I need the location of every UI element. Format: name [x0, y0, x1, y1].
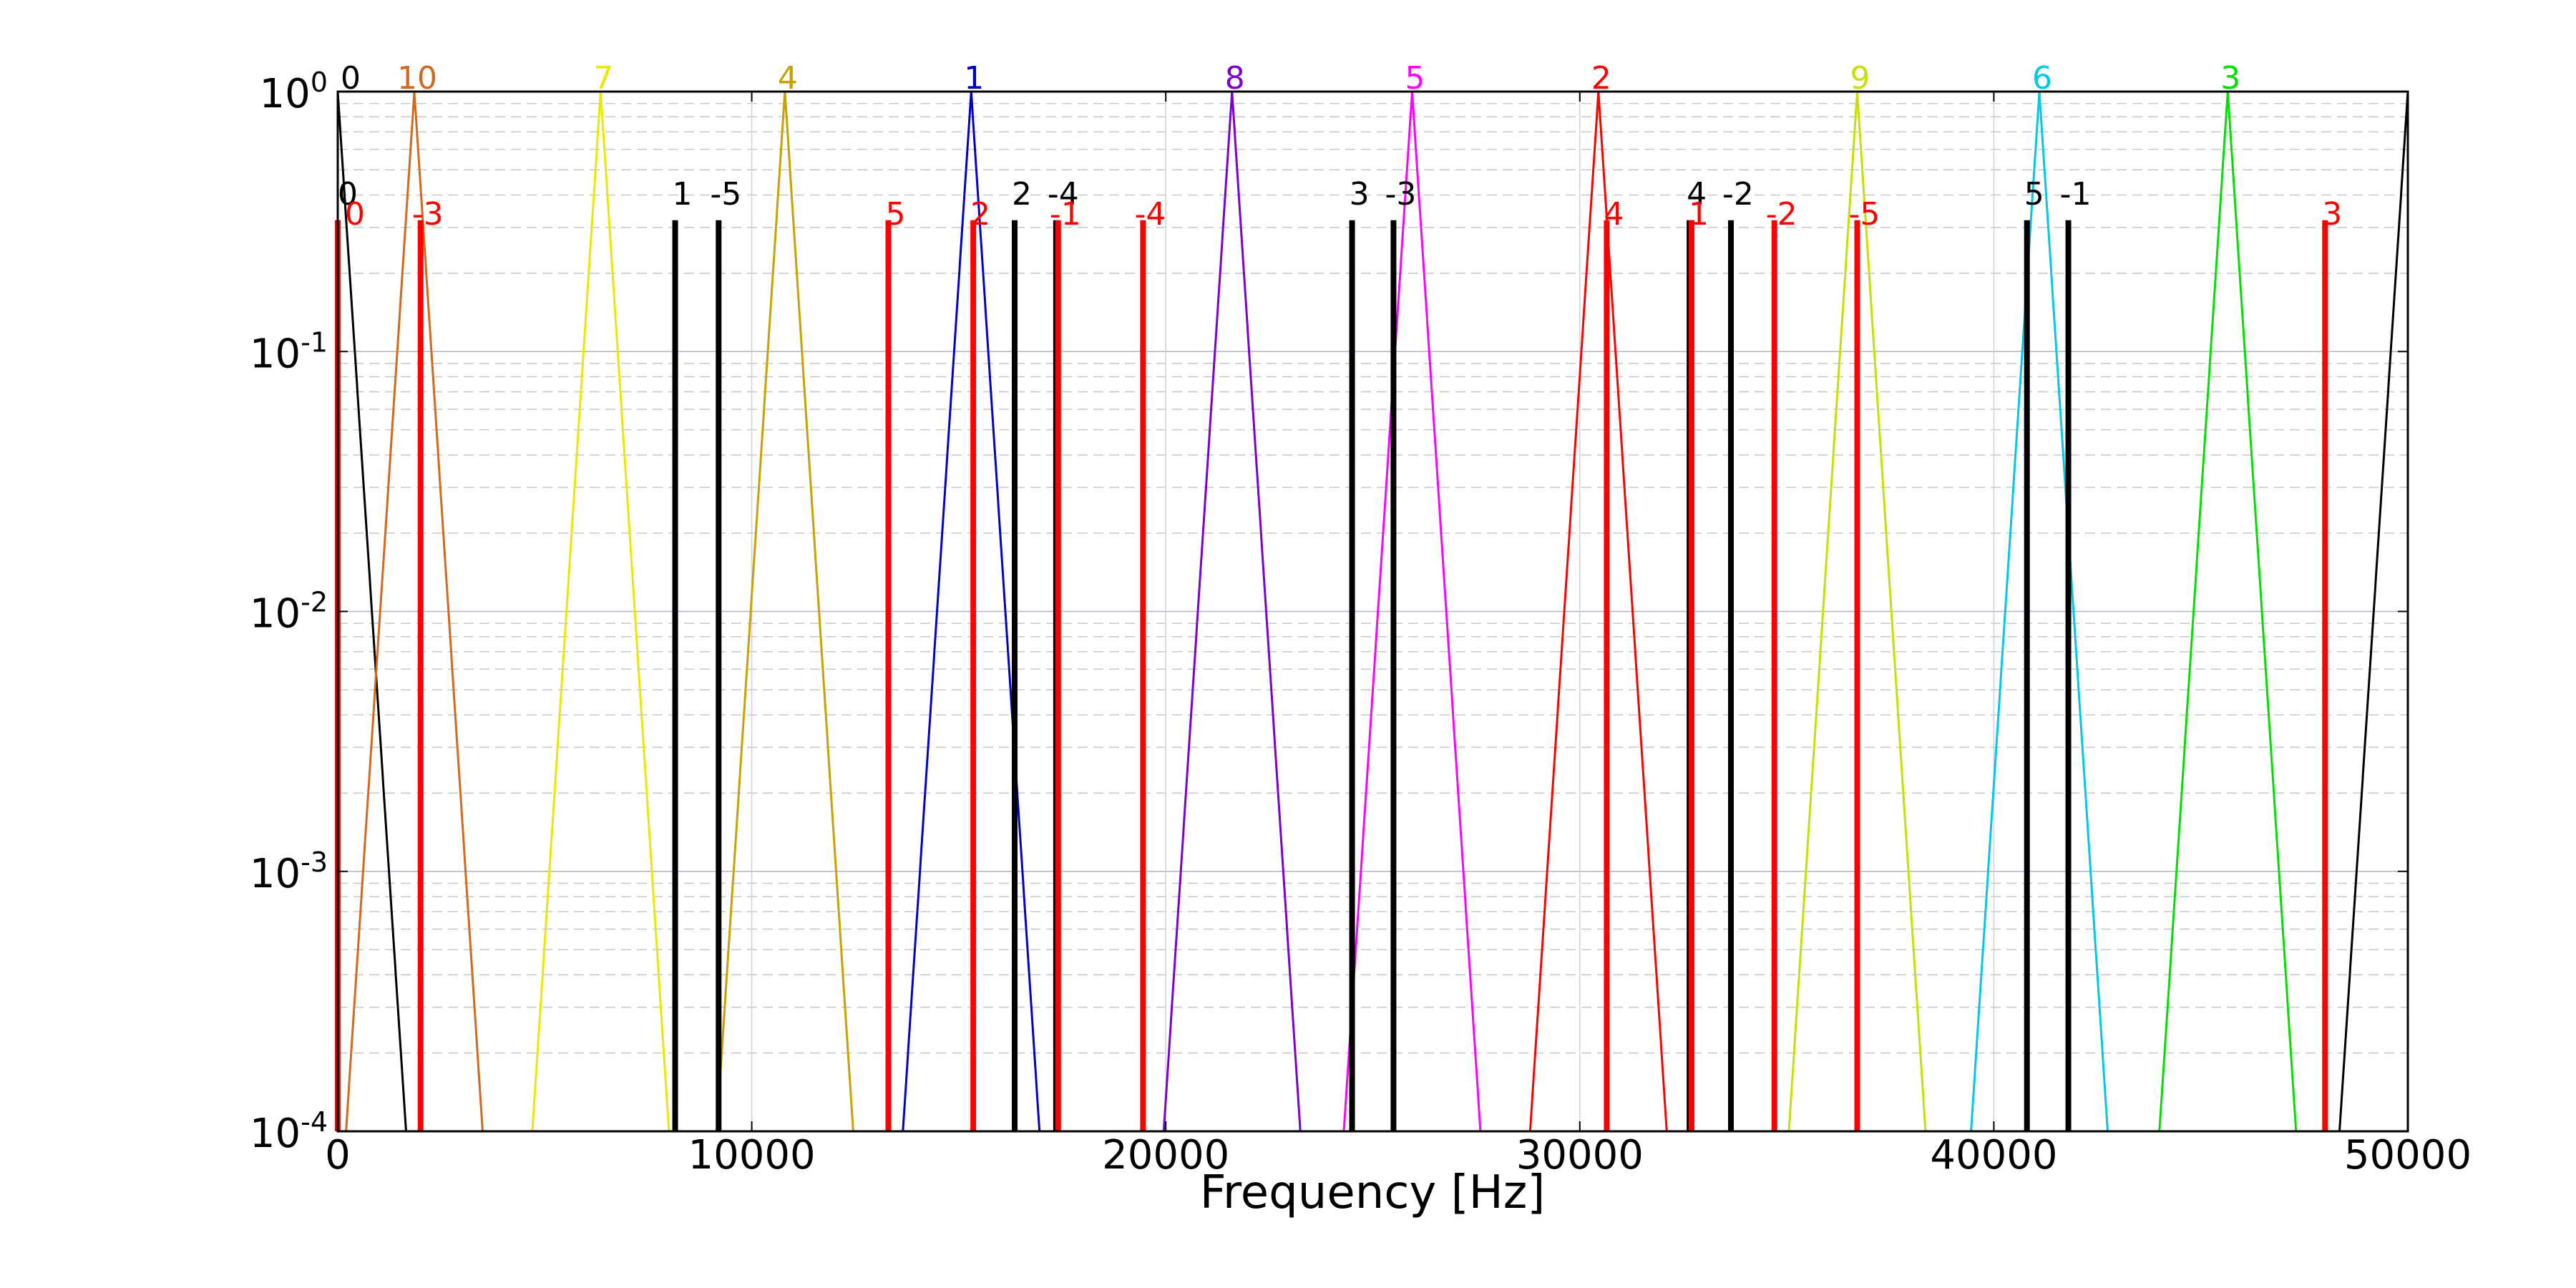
response-curve — [1528, 92, 1668, 1131]
curve-peak-label: 3 — [2220, 60, 2240, 97]
red-line-label: 2 — [970, 196, 990, 233]
red-line-label: 5 — [886, 196, 906, 233]
peak-labels: 0 10 7 4 1 8 5 2 9 6 30 1 -5 2 -4 3 -3 4 -2 5 -10 -3 5 2 -1 -4 4 1-… — [338, 60, 2342, 233]
red-line-label: -1 — [1050, 196, 1081, 233]
x-tick-label: 50000 — [2344, 1132, 2472, 1179]
curve-peak-label: 1 — [964, 60, 984, 97]
curve-peak-label: 2 — [1591, 60, 1611, 97]
black-line-label: -4 — [1048, 176, 1079, 213]
black-line-label: -2 — [1722, 176, 1754, 213]
grid — [338, 92, 2408, 1132]
black-line-label: 1 — [673, 176, 693, 213]
black-line-label: 5 — [2024, 176, 2044, 213]
curve-peak-label: 4 — [778, 60, 798, 97]
curve-peak-label: 6 — [2032, 60, 2052, 97]
x-tick-label: 10000 — [688, 1132, 816, 1179]
red-line-label: -2 — [1766, 196, 1797, 233]
x-tick-label: 30000 — [1516, 1132, 1644, 1179]
x-tick-label: 0 — [325, 1132, 351, 1179]
black-line-label: 2 — [1012, 176, 1032, 213]
black-line-label: 4 — [1687, 176, 1707, 213]
response-curve — [715, 92, 854, 1131]
curves — [338, 92, 2408, 1131]
curve-peak-label: 5 — [1405, 60, 1425, 97]
black-line-label: 0 — [338, 176, 358, 213]
y-tick-label: 10-1 — [250, 326, 328, 377]
response-curve — [1162, 92, 1302, 1131]
y-tick-label: 10-4 — [250, 1106, 328, 1157]
red-line-label: 1 — [1689, 196, 1709, 233]
curve-peak-label: 0 — [341, 60, 361, 97]
axis-ticks: 0 10000 20000 30000 40000 5000010-410-310-210… — [250, 67, 2472, 1179]
response-curve — [2338, 92, 2408, 1131]
red-line-label: -4 — [1134, 196, 1166, 233]
response-curve — [1787, 92, 1927, 1131]
black-line-label: 3 — [1350, 176, 1370, 213]
response-curve — [1342, 92, 1482, 1131]
red-line-label: -5 — [1849, 196, 1880, 233]
response-curve — [345, 92, 484, 1131]
black-line-label: -3 — [1385, 176, 1416, 213]
curve-peak-label: 8 — [1225, 60, 1245, 97]
curve-peak-label: 10 — [397, 60, 437, 97]
response-curve — [338, 92, 407, 1131]
red-line-label: 4 — [1604, 196, 1624, 233]
x-tick-label: 40000 — [1930, 1132, 2057, 1179]
x-tick-label: 20000 — [1102, 1132, 1229, 1179]
x-axis-label: Frequency [Hz] — [1200, 1166, 1546, 1219]
curve-peak-label: 7 — [593, 60, 613, 97]
response-curve — [1970, 92, 2109, 1131]
response-curve — [2158, 92, 2298, 1131]
black-line-label: -5 — [710, 176, 741, 213]
red-line-label: -3 — [412, 196, 444, 233]
y-tick-label: 10-2 — [250, 587, 328, 638]
y-tick-label: 100 — [260, 67, 328, 117]
response-curve — [531, 92, 670, 1131]
black-line-label: -1 — [2060, 176, 2092, 213]
red-line-label: 0 — [345, 196, 365, 233]
red-line-label: 3 — [2322, 196, 2342, 233]
y-tick-label: 10-3 — [250, 847, 328, 897]
curve-peak-label: 9 — [1850, 60, 1870, 97]
